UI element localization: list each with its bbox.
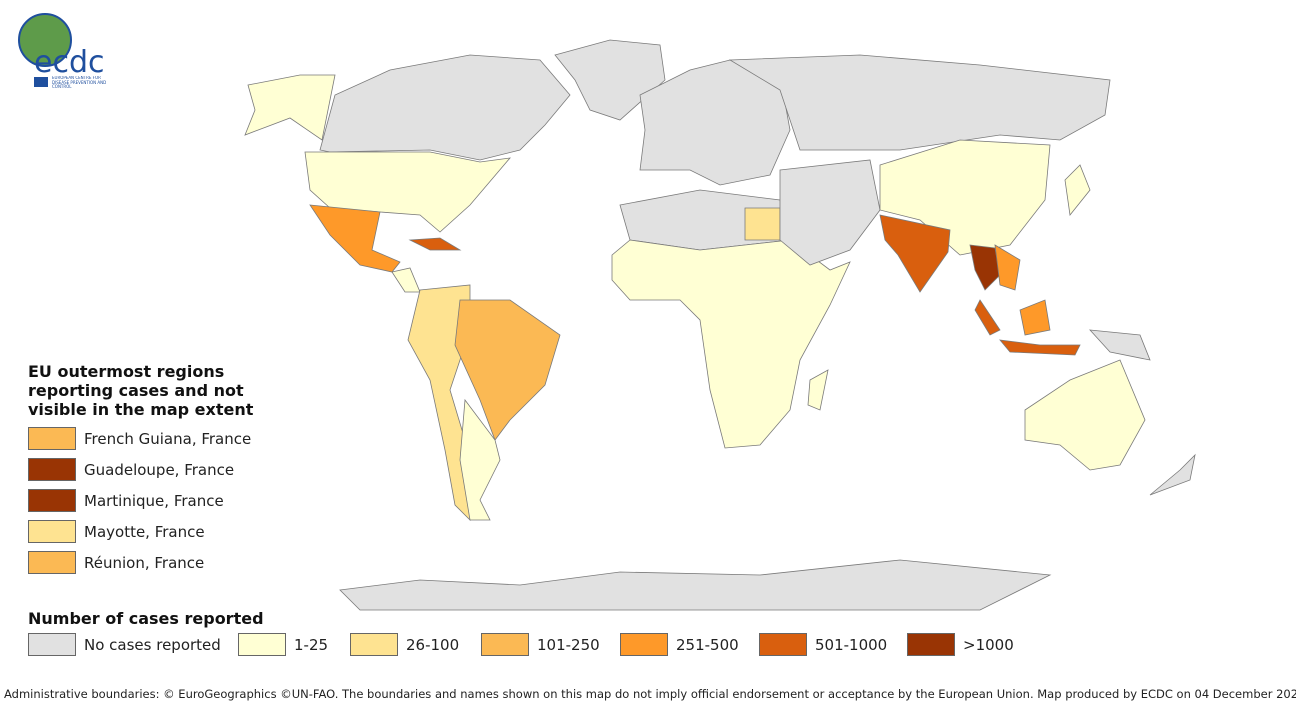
legend-label: >1000 xyxy=(963,635,1014,654)
logo-agency: EUROPEAN CENTRE FOR DISEASE PREVENTION A… xyxy=(52,76,107,89)
legend-swatch xyxy=(238,633,286,656)
footer: Administrative boundaries: © EuroGeograp… xyxy=(4,687,1296,701)
legend-label: 501-1000 xyxy=(815,635,888,654)
legend-swatch xyxy=(907,633,955,656)
malaysia xyxy=(974,299,1001,336)
new-zealand xyxy=(1149,453,1196,496)
legend-swatch xyxy=(759,633,807,656)
legend-item: Mayotte, France xyxy=(28,520,205,543)
legend-label: Guadeloupe, France xyxy=(84,460,235,479)
legend-label: 1-25 xyxy=(294,635,329,654)
legend-label: Martinique, France xyxy=(84,491,224,510)
brazil xyxy=(454,299,561,441)
legend-item: Réunion, France xyxy=(28,551,204,574)
legend-item: No cases reported xyxy=(28,633,221,656)
legend-swatch xyxy=(28,427,76,450)
india xyxy=(879,214,951,293)
alaska xyxy=(244,74,336,141)
canada xyxy=(319,54,571,161)
legend-title: EU outermost regions xyxy=(28,362,225,381)
legend-label: Réunion, France xyxy=(84,553,205,572)
logo-agency-box: EUROPEAN CENTRE FOR DISEASE PREVENTION A… xyxy=(52,76,107,89)
russia xyxy=(728,54,1111,151)
legend-swatch xyxy=(481,633,529,656)
legend-item: Martinique, France xyxy=(28,489,224,512)
legend-label: 251-500 xyxy=(676,635,739,654)
borneo xyxy=(1019,299,1051,336)
legend-label: 26-100 xyxy=(406,635,460,654)
legend-title: Number of cases reported xyxy=(28,609,264,628)
legend-label: No cases reported xyxy=(84,635,221,654)
legend-item: 101-250 xyxy=(481,633,600,656)
legend-item: 251-500 xyxy=(620,633,739,656)
japan xyxy=(1064,164,1091,216)
indonesia xyxy=(999,339,1081,356)
mexico xyxy=(309,204,401,273)
legend-label: 101-250 xyxy=(537,635,600,654)
legend-swatch xyxy=(28,551,76,574)
logo-globe xyxy=(18,13,72,67)
antarctica xyxy=(339,559,1052,611)
legend-swatch xyxy=(28,489,76,512)
new-guinea xyxy=(1089,329,1151,361)
africa xyxy=(611,239,851,449)
legend-swatch xyxy=(28,520,76,543)
argentina xyxy=(459,398,501,521)
legend-item: French Guiana, France xyxy=(28,427,251,450)
egypt xyxy=(744,207,781,241)
legend-item: 26-100 xyxy=(350,633,459,656)
legend-label: French Guiana, France xyxy=(84,429,252,448)
vietnam xyxy=(994,244,1021,291)
legend-title: visible in the map extent xyxy=(28,400,254,419)
china xyxy=(879,139,1051,256)
legend-swatch xyxy=(28,633,76,656)
madagascar xyxy=(807,369,829,411)
cuba xyxy=(408,237,462,251)
legend-swatch xyxy=(620,633,668,656)
logo-flag xyxy=(34,77,48,87)
legend-item: >1000 xyxy=(907,633,1014,656)
middle-east xyxy=(779,159,881,266)
europe xyxy=(639,59,791,186)
legend-item: 501-1000 xyxy=(759,633,887,656)
logo-acronym: ecdc xyxy=(34,45,105,80)
legend-swatch xyxy=(28,458,76,481)
legend-swatch xyxy=(350,633,398,656)
legend-label: Mayotte, France xyxy=(84,522,205,541)
legend-item: Guadeloupe, France xyxy=(28,458,234,481)
legend-item: 1-25 xyxy=(238,633,328,656)
usa xyxy=(304,151,511,233)
australia xyxy=(1024,359,1146,471)
legend-title: reporting cases and not xyxy=(28,381,244,400)
thailand xyxy=(969,244,1001,291)
central-america xyxy=(391,267,421,293)
